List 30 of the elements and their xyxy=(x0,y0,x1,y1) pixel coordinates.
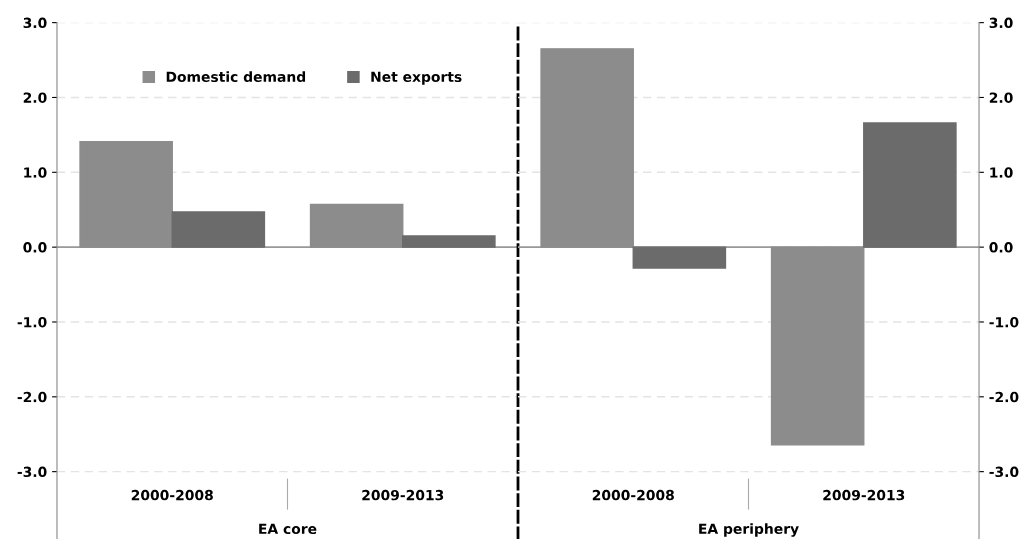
legend-label: Domestic demand xyxy=(166,71,306,83)
y2-tick-label: -1.0 xyxy=(989,316,1019,328)
y2-tick-label: -3.0 xyxy=(989,466,1019,478)
bar xyxy=(540,48,634,248)
x-axis-title: EA periphery xyxy=(699,523,799,537)
y-tick-label: 2.0 xyxy=(23,92,47,103)
bar xyxy=(171,211,266,248)
bar xyxy=(770,246,865,446)
y2-tick-label: 2.0 xyxy=(989,92,1013,103)
bar xyxy=(309,203,404,248)
x-tick-label: 2009-2013 xyxy=(362,489,444,501)
y2-tick-label: 0.0 xyxy=(989,242,1013,253)
y-tick-label: 0.0 xyxy=(23,242,47,253)
y2-tick-label: 3.0 xyxy=(989,17,1013,29)
bar xyxy=(402,235,496,248)
bar xyxy=(632,246,727,269)
y-tick-label: 3.0 xyxy=(23,17,47,29)
y-tick-label: -3.0 xyxy=(17,466,47,478)
y2-tick-label: 1.0 xyxy=(990,167,1013,178)
bar xyxy=(863,122,957,248)
x-tick-label: 2009-2013 xyxy=(823,489,905,501)
legend-label: Net exports xyxy=(371,71,462,85)
x-axis-title: EA core xyxy=(259,523,317,535)
x-tick-label: 2000-2008 xyxy=(592,489,674,501)
y-tick-label: -2.0 xyxy=(17,391,47,403)
y-tick-label: 1.0 xyxy=(24,167,47,178)
y-tick-label: -1.0 xyxy=(17,316,47,328)
x-tick-label: 2000-2008 xyxy=(131,489,213,501)
bar xyxy=(79,140,173,248)
y2-tick-label: -2.0 xyxy=(989,391,1019,403)
